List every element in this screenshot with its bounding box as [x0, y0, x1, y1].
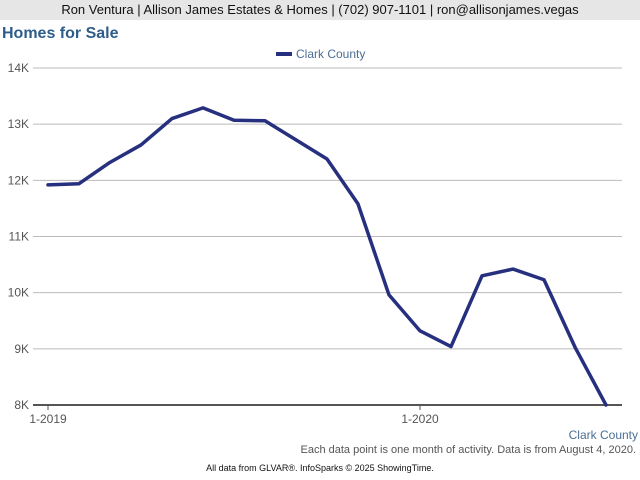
series-clark-county [46, 106, 608, 407]
data-point [139, 143, 143, 147]
data-point [604, 403, 608, 407]
y-tick-label: 12K [8, 173, 29, 187]
y-tick-label: 14K [8, 61, 29, 75]
agent-contact-banner: Ron Ventura | Allison James Estates & Ho… [0, 0, 640, 20]
axes: 8K 9K 10K 11K 12K 13K 14K 1-2019 1-2020 [8, 61, 622, 426]
y-tick-label: 8K [14, 398, 29, 412]
data-point [356, 202, 360, 206]
y-tick-label: 11K [9, 230, 29, 244]
grid-lines [33, 67, 622, 350]
data-point [46, 183, 50, 187]
data-point [418, 329, 422, 333]
series-end-label: Clark County [569, 428, 638, 442]
data-point [77, 182, 81, 186]
y-tick-label: 9K [14, 342, 29, 356]
data-point [387, 293, 391, 297]
data-point [294, 138, 298, 142]
legend-label-clark-county: Clark County [296, 47, 365, 61]
homes-for-sale-line-chart: 8K 9K 10K 11K 12K 13K 14K 1-2019 1-2020 Clark Co… [8, 47, 638, 442]
x-tick-label: 1-2020 [401, 412, 439, 426]
data-point [542, 278, 546, 282]
data-credit: All data from GLVAR®. InfoSparks © 2025 … [206, 463, 434, 473]
data-point [573, 345, 577, 349]
data-point [201, 106, 205, 110]
data-point [232, 118, 236, 122]
data-point [263, 119, 267, 123]
page-title: Homes for Sale [2, 25, 119, 42]
legend: Clark County [276, 47, 365, 61]
data-point [511, 267, 515, 271]
y-tick-label: 13K [8, 117, 29, 131]
data-point [449, 345, 453, 349]
data-point [480, 274, 484, 278]
data-point [108, 160, 112, 164]
data-point [325, 157, 329, 161]
y-tick-label: 10K [8, 286, 29, 300]
data-point [170, 117, 174, 121]
x-tick-label: 1-2019 [29, 412, 67, 426]
series-line-clark-county [46, 106, 608, 407]
data-note: Each data point is one month of activity… [300, 444, 636, 456]
